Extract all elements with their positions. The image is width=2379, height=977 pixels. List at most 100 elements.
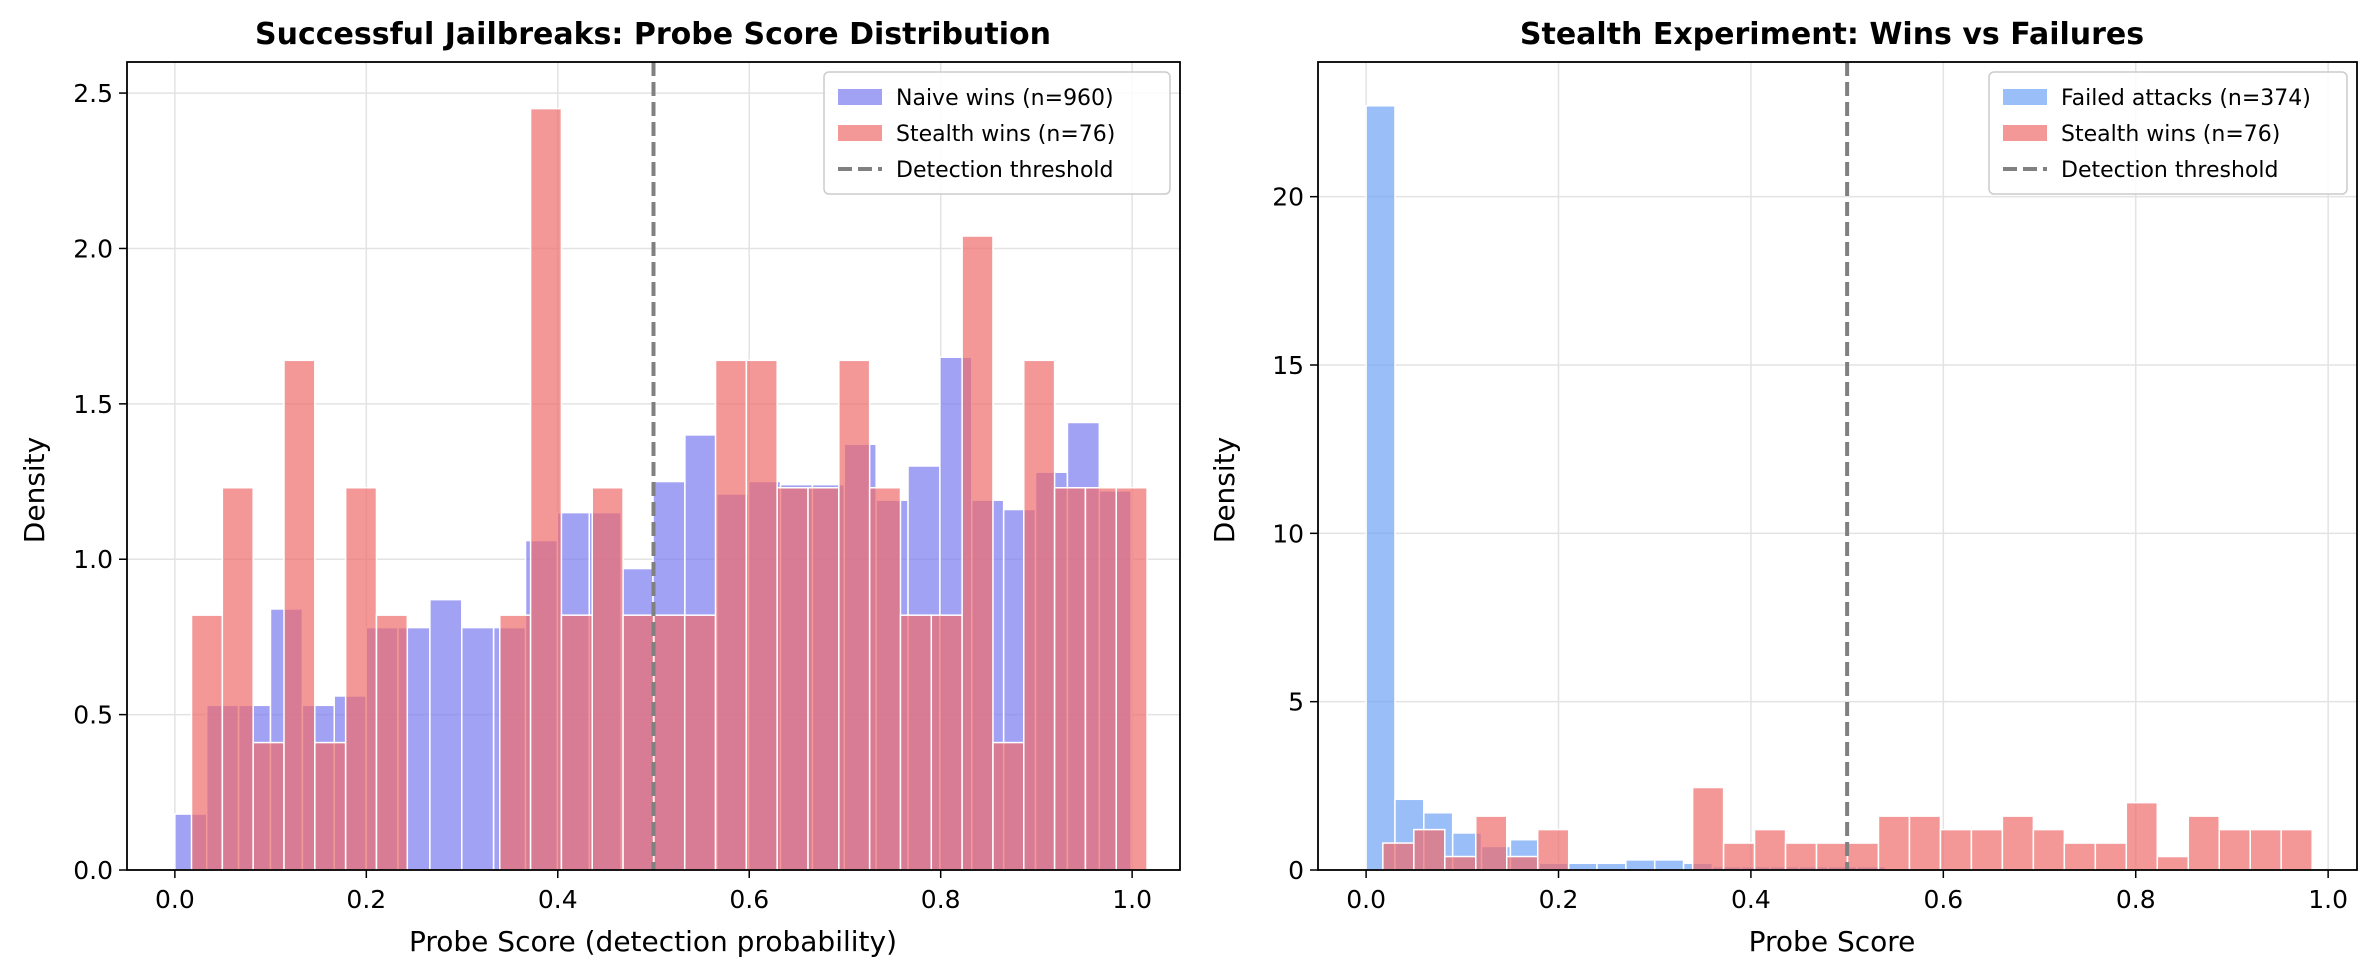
x-tick-label: 0.2 — [346, 885, 386, 914]
histogram-bar-series-2 — [2187, 815, 2220, 871]
legend-swatch — [2003, 125, 2047, 141]
histogram-bar-series-2 — [838, 359, 871, 871]
histogram-bar-series-2 — [1784, 842, 1818, 871]
histogram-bar-series-1 — [1653, 859, 1685, 871]
histogram-bar-series-2 — [1939, 828, 1973, 871]
histogram-bar-series-2 — [2125, 801, 2159, 871]
histogram-bar-series-2 — [807, 487, 840, 871]
x-tick-label: 0.2 — [1539, 885, 1579, 914]
histogram-bar-series-2 — [1846, 842, 1880, 871]
histogram-bar-series-2 — [2218, 828, 2251, 871]
x-axis-label: Probe Score — [1749, 925, 1916, 958]
histogram-bar-series-2 — [591, 487, 624, 871]
chart-title: Successful Jailbreaks: Probe Score Distr… — [255, 17, 1051, 52]
legend-label: Naive wins (n=960) — [896, 86, 1114, 111]
x-tick-label: 0.8 — [2116, 885, 2156, 914]
histogram-bar-series-2 — [1970, 828, 2004, 871]
histogram-bar-series-2 — [190, 614, 224, 871]
y-tick-label: 15 — [1272, 351, 1304, 380]
histogram-bar-series-2 — [2249, 828, 2282, 871]
y-tick-label: 20 — [1272, 183, 1304, 212]
legend-label: Stealth wins (n=76) — [896, 122, 1115, 147]
histogram-bar-series-2 — [961, 235, 994, 871]
legend-box — [823, 71, 1171, 195]
histogram-bar-series-2 — [1815, 842, 1849, 871]
y-axis-label: Density — [1208, 437, 1241, 543]
y-tick-label: 2.0 — [73, 234, 113, 263]
histogram-bar-series-2 — [314, 741, 347, 871]
legend-label: Failed attacks (n=374) — [2061, 86, 2311, 111]
plot-area: 0.0 0.2 0.4 0.6 0.8 1.0 0.0 0.5 1.0 1.5 2.0 2.5 — [73, 61, 1181, 914]
histogram-bar-series-2 — [622, 614, 655, 871]
histogram-bar-series-2 — [1506, 855, 1539, 871]
x-tick-label: 0.6 — [729, 885, 769, 914]
x-tick-label: 1.0 — [1112, 885, 1152, 914]
legend-label: Detection threshold — [2061, 158, 2278, 183]
histogram-bar-series-2 — [1115, 487, 1148, 871]
y-tick-label: 0 — [1288, 856, 1304, 885]
legend-label: Detection threshold — [896, 158, 1113, 183]
histogram-bar-series-2 — [1053, 487, 1087, 871]
histogram-bar-series-2 — [1908, 815, 1942, 871]
histogram-bar-series-2 — [714, 359, 748, 871]
histogram-bar-series-2 — [745, 359, 778, 871]
y-axis-label: Density — [18, 437, 51, 543]
histogram-bar-series-2 — [868, 487, 902, 871]
histogram-bar-series-2 — [2032, 828, 2066, 871]
histogram-bar-series-1 — [461, 626, 495, 871]
histogram-bar-series-2 — [560, 614, 593, 871]
histogram-bar-series-2 — [899, 614, 933, 871]
axes-frame — [1317, 61, 2358, 871]
histogram-bar-series-1 — [429, 598, 463, 871]
histogram-bar-series-2 — [2280, 828, 2313, 871]
histogram-bar-series-2 — [776, 487, 809, 871]
histogram-bar-series-2 — [1382, 842, 1415, 871]
x-tick-label: 0.4 — [538, 885, 578, 914]
legend-box — [1988, 71, 2348, 195]
legend: Naive wins (n=960) Stealth wins (n=76) Det… — [823, 71, 1171, 195]
histogram-bar-series-1 — [1625, 859, 1656, 871]
chart-title: Stealth Experiment: Wins vs Failures — [1520, 17, 2144, 52]
histogram-bar-series-1 — [1596, 862, 1627, 871]
histogram-bar-series-2 — [1475, 815, 1508, 871]
x-tick-label: 0.6 — [1923, 885, 1963, 914]
x-tick-label: 0.0 — [1346, 885, 1386, 914]
y-tick-label: 0.0 — [73, 856, 113, 885]
histogram-bar-series-2 — [2156, 855, 2190, 871]
y-tick-label: 0.5 — [73, 701, 113, 730]
x-tick-label: 0.0 — [155, 885, 195, 914]
histogram-bar-series-2 — [2094, 842, 2128, 871]
axes-frame — [126, 61, 1181, 871]
histogram-bar-series-2 — [2063, 842, 2097, 871]
chart-wins-vs-failures: Stealth Experiment: Wins vs Failures Pro… — [1208, 17, 2358, 958]
histogram-bar-series-2 — [1413, 828, 1446, 871]
histogram-bar-series-1 — [1365, 105, 1396, 871]
histogram-bar-series-2 — [653, 614, 686, 871]
y-tick-label: 10 — [1272, 519, 1304, 548]
histogram-bar-series-2 — [1084, 487, 1117, 871]
histogram-bar-series-2 — [375, 614, 409, 871]
histogram-bar-series-2 — [1023, 359, 1056, 871]
legend: Failed attacks (n=374) Stealth wins (n=76… — [1988, 71, 2348, 195]
legend-swatch — [838, 125, 882, 141]
x-tick-label: 1.0 — [2308, 885, 2348, 914]
histogram-bar-series-2 — [1691, 786, 1725, 871]
histogram-bar-series-2 — [283, 359, 316, 871]
y-tick-label: 1.0 — [73, 545, 113, 574]
histogram-bar-series-2 — [1753, 828, 1787, 871]
y-tick-label: 1.5 — [73, 390, 113, 419]
legend-swatch — [2003, 89, 2047, 105]
histogram-bar-series-2 — [499, 614, 532, 871]
x-tick-label: 0.8 — [921, 885, 961, 914]
plot-area: 0.0 0.2 0.4 0.6 0.8 1.0 0 5 10 15 20 — [1272, 61, 2358, 914]
histogram-bar-series-2 — [1444, 855, 1477, 871]
legend-label: Stealth wins (n=76) — [2061, 122, 2280, 147]
histogram-bar-series-2 — [344, 487, 378, 871]
x-tick-label: 0.4 — [1731, 885, 1771, 914]
histogram-bar-series-2 — [2001, 815, 2035, 871]
x-axis-label: Probe Score (detection probability) — [409, 925, 897, 958]
histogram-bar-series-2 — [930, 614, 963, 871]
histogram-bar-series-2 — [221, 487, 254, 871]
histogram-bar-series-2 — [1877, 815, 1911, 871]
